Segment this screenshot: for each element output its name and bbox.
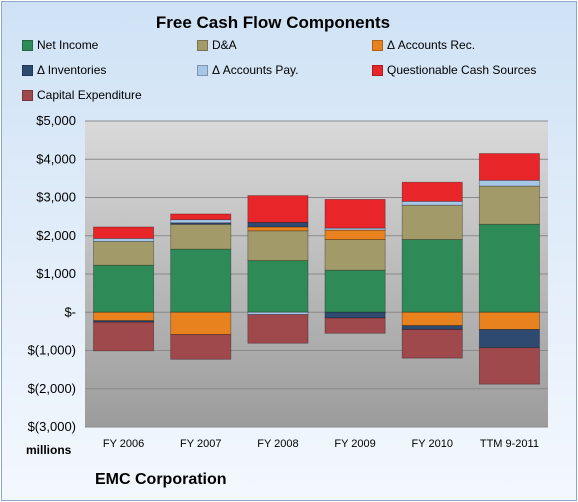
bar-segment: [170, 223, 232, 250]
x-tick-label: TTM 9-2011: [480, 438, 539, 450]
legend-label: Δ Inventories: [37, 63, 107, 77]
chart-title: Free Cash Flow Components: [155, 13, 391, 32]
y-tick-label: $-: [64, 304, 76, 319]
y-tick-label: $(2,000): [28, 381, 76, 396]
bar-segment: [170, 334, 232, 360]
bar-segment: [478, 311, 540, 330]
legend-swatch: [372, 39, 383, 51]
units-label: millions: [26, 443, 72, 457]
y-tick-label: $5,000: [36, 113, 76, 128]
bar-segment: [170, 248, 232, 313]
y-tick-label: $(3,000): [28, 419, 76, 434]
bar-segment: [324, 229, 386, 240]
y-tick-label: $(1,000): [28, 343, 76, 358]
x-tick-label: FY 2009: [334, 438, 375, 450]
bar-segment: [247, 230, 309, 262]
legend-item: Δ Accounts Pay.: [197, 63, 299, 77]
legend-item: Δ Inventories: [22, 63, 106, 77]
y-tick-label: $1,000: [36, 266, 76, 281]
legend-label: Net Income: [37, 38, 99, 52]
legend-label: D&A: [212, 38, 237, 52]
bar-segment: [247, 314, 309, 344]
legend-label: Questionable Cash Sources: [387, 63, 537, 77]
legend-swatch: [22, 39, 33, 51]
bar-segment: [93, 321, 155, 352]
bar-segment: [93, 241, 155, 266]
x-tick-label: FY 2010: [412, 438, 453, 450]
y-tick-label: $4,000: [36, 151, 76, 166]
bar-segment: [401, 181, 463, 202]
bar-segment: [478, 347, 540, 385]
bar-segment: [93, 226, 155, 239]
legend-label: Δ Accounts Pay.: [212, 63, 299, 77]
bar-segment: [93, 264, 155, 313]
legend-item: D&A: [197, 38, 237, 52]
bar-segment: [93, 238, 155, 242]
bar-segment: [324, 317, 386, 334]
bar-segment: [247, 226, 309, 232]
x-tick-label: FY 2006: [103, 438, 144, 450]
bar-segment: [170, 219, 232, 224]
legend-label: Δ Accounts Rec.: [387, 38, 476, 52]
bar-segment: [324, 199, 386, 229]
bar-segment: [478, 179, 540, 187]
bar-segment: [324, 269, 386, 313]
bar-segment: [93, 311, 155, 322]
legend-swatch: [22, 89, 33, 101]
bar-segment: [170, 213, 232, 221]
bar-segment: [324, 311, 386, 319]
bar-segment: [478, 185, 540, 225]
legend-swatch: [372, 64, 383, 76]
legend-item: Capital Expenditure: [22, 88, 142, 102]
bar-segment: [247, 195, 309, 223]
bar-segment: [401, 325, 463, 330]
bar-segment: [170, 311, 232, 335]
bar-segment: [478, 223, 540, 313]
y-tick-label: $2,000: [36, 228, 76, 243]
bar-segment: [478, 153, 540, 181]
bar-segment: [324, 239, 386, 271]
bar-segment: [401, 329, 463, 359]
bar-segment: [401, 239, 463, 313]
company-label: EMC Corporation: [95, 471, 227, 488]
bar-segment: [401, 200, 463, 206]
legend-label: Capital Expenditure: [37, 88, 142, 102]
bar-segment: [401, 311, 463, 327]
bar-segment: [478, 329, 540, 349]
x-tick-label: FY 2008: [257, 438, 298, 450]
x-tick-label: FY 2007: [180, 438, 221, 450]
legend-swatch: [197, 64, 208, 76]
legend-item: Net Income: [22, 38, 98, 52]
bar-segment: [247, 221, 309, 228]
legend-item: Δ Accounts Rec.: [372, 38, 475, 52]
y-tick-label: $3,000: [36, 190, 76, 205]
legend-item: Questionable Cash Sources: [372, 63, 536, 77]
bar-segment: [247, 260, 309, 313]
legend-swatch: [197, 39, 208, 51]
bar-segment: [401, 204, 463, 240]
legend-swatch: [22, 64, 33, 76]
